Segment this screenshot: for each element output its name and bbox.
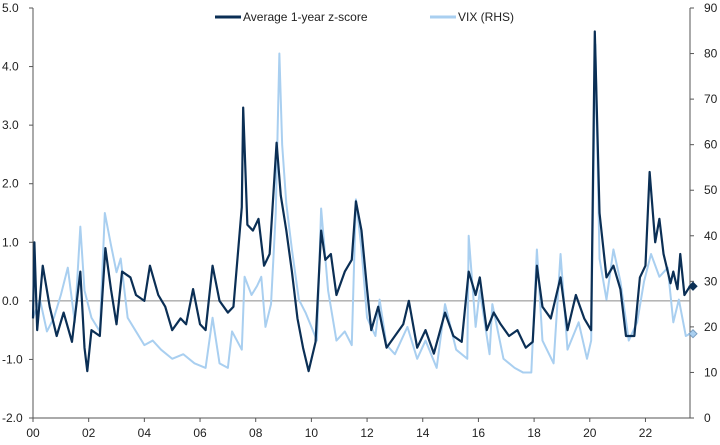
legend-item-zscore: Average 1-year z-score (215, 10, 368, 24)
y-left-tick-label: 1.0 (2, 235, 19, 249)
x-tick-label: 06 (193, 426, 207, 440)
legend: Average 1-year z-score VIX (RHS) (215, 10, 514, 24)
y-right-tick-label: 10 (704, 365, 718, 379)
zscore-end-marker (688, 281, 698, 291)
x-tick-label: 00 (26, 426, 40, 440)
y-left-tick-label: 0.0 (2, 294, 19, 308)
x-tick-label: 02 (82, 426, 96, 440)
legend-label: VIX (RHS) (458, 10, 514, 24)
x-tick-label: 22 (639, 426, 653, 440)
y-left-tick-label: 2.0 (2, 177, 19, 191)
y-left-tick-label: -2.0 (2, 411, 23, 425)
y-left-tick-label: 5.0 (2, 1, 19, 15)
y-right-tick-label: 80 (704, 47, 718, 61)
zscore-line (31, 30, 691, 373)
series-layer (31, 30, 698, 374)
x-tick-label: 08 (249, 426, 263, 440)
x-tick-label: 12 (360, 426, 374, 440)
x-tick-label: 18 (527, 426, 541, 440)
y-right-tick-label: 40 (704, 229, 718, 243)
y-right-tick-label: 60 (704, 138, 718, 152)
y-right-tick-label: 90 (704, 1, 718, 15)
x-tick-label: 04 (138, 426, 152, 440)
y-left-tick-label: -1.0 (2, 352, 23, 366)
y-left-tick-label: 3.0 (2, 118, 19, 132)
y-right-tick-label: 20 (704, 320, 718, 334)
vix-end-marker (688, 329, 698, 339)
y-right-tick-label: 50 (704, 183, 718, 197)
x-tick-label: 16 (472, 426, 486, 440)
vix-line (32, 43, 691, 374)
y-left-tick-label: 4.0 (2, 60, 19, 74)
y-right-tick-label: 30 (704, 274, 718, 288)
x-tick-label: 20 (583, 426, 597, 440)
x-tick-label: 14 (416, 426, 430, 440)
legend-label: Average 1-year z-score (243, 10, 368, 24)
x-tick-label: 10 (305, 426, 319, 440)
y-right-tick-label: 70 (704, 92, 718, 106)
y-right-tick-label: 0 (704, 411, 711, 425)
legend-item-vix: VIX (RHS) (430, 10, 514, 24)
